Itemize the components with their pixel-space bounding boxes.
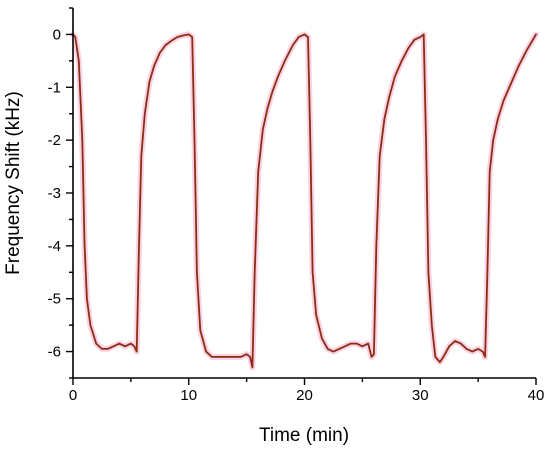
series-halo (70, 31, 539, 371)
axes: 0 10 20 30 40 0 -1 -2 -3 -4 -5 -6 (48, 7, 545, 404)
y-tick-label: -5 (48, 291, 61, 308)
x-tick-label: 30 (412, 387, 429, 404)
y-tick-label: -4 (48, 238, 61, 255)
plot-area (70, 31, 539, 371)
x-tick-label: 40 (528, 387, 545, 404)
y-axis-title: Frequency Shift (kHz) (3, 91, 24, 275)
y-tick-label: -2 (48, 132, 61, 149)
x-tick-label: 0 (69, 387, 77, 404)
y-tick-label: -3 (48, 185, 61, 202)
y-tick-label: -1 (48, 79, 61, 96)
y-tick-label: -6 (48, 344, 61, 361)
series-line (72, 33, 537, 369)
x-tick-label: 10 (180, 387, 197, 404)
y-tick-label: 0 (53, 26, 61, 43)
x-axis-title: Time (min) (259, 425, 349, 446)
x-tick-label: 20 (296, 387, 313, 404)
